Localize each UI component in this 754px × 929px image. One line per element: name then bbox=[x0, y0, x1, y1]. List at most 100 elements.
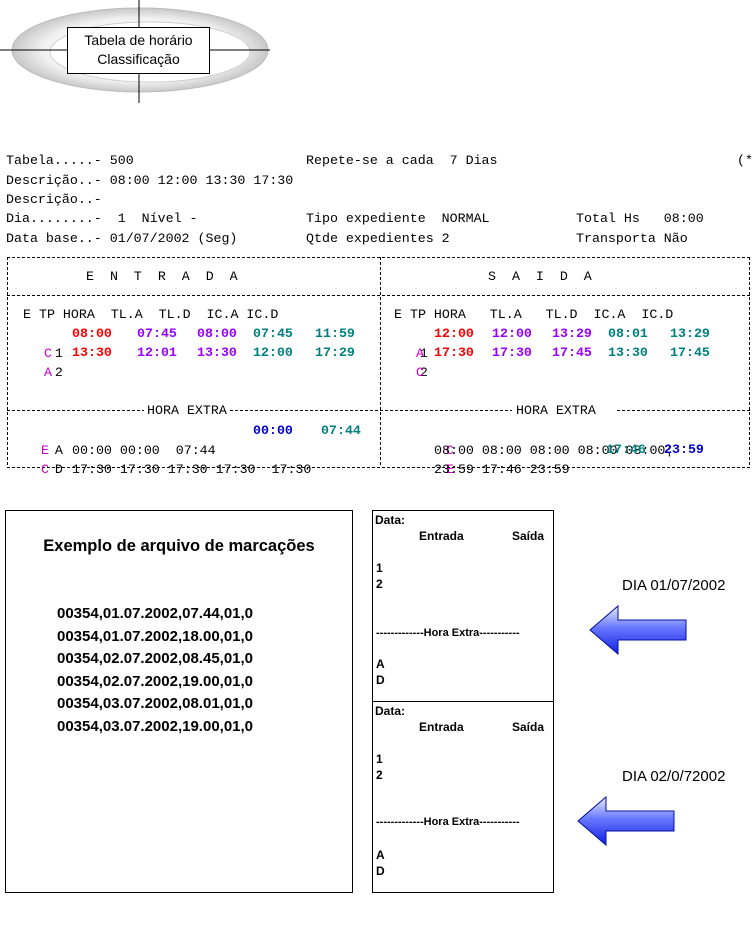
day-card-row-1: 1 bbox=[376, 561, 383, 575]
example-line: 00354,02.07.2002,19.00,01,0 bbox=[57, 672, 254, 690]
saida-tla: 17:30 bbox=[492, 345, 532, 360]
day-card-d: D bbox=[376, 673, 385, 687]
hora-extra-values: 17:30 17:30 17:30 17:30 17:30 bbox=[72, 461, 312, 477]
saida-tp: C bbox=[416, 364, 424, 380]
entrada-row: 2 A 13:30 12:01 13:30 12:00 17:29 bbox=[23, 343, 355, 402]
entrada-title: E N T R A D A bbox=[86, 269, 238, 284]
hora-extra-value-bold: 07:44 bbox=[321, 423, 361, 438]
saida-icd: 13:29 bbox=[670, 326, 710, 341]
callout-day-1: DIA 01/07/2002 bbox=[622, 577, 726, 594]
entrada-icd: 17:29 bbox=[315, 345, 355, 360]
entrada-tla: 07:45 bbox=[137, 326, 177, 341]
left-arrow-icon bbox=[589, 604, 687, 656]
callout-day-2: DIA 02/0/72002 bbox=[622, 768, 726, 785]
entrada-tp: C bbox=[44, 345, 52, 361]
example-line: 00354,02.07.2002,08.45,01,0 bbox=[57, 650, 254, 667]
saida-hora: 12:00 bbox=[434, 326, 474, 341]
day-card-a: A bbox=[376, 657, 385, 671]
hora-extra-values: 08:00 08:00 08:00 08:00 08:00¦ bbox=[434, 442, 674, 458]
saida-tla: 12:00 bbox=[492, 326, 532, 341]
day-card-hora-extra: -------------Hora Extra----------- bbox=[376, 816, 520, 828]
day-card-saida: Saída bbox=[512, 720, 545, 734]
day-card-entrada: Entrada bbox=[419, 720, 464, 734]
day-card: Data: Entrada Saída 1 2 -------------Hor… bbox=[372, 701, 554, 893]
logo-title-line2: Classificação bbox=[97, 51, 180, 67]
entrada-tla: 12:01 bbox=[137, 345, 177, 360]
header-line-4a: Dia........- 1 Nível - bbox=[6, 211, 198, 226]
example-lines: 00354,01.07.2002,07.44,01,0 00354,01.07.… bbox=[57, 603, 253, 738]
saida-ica: 13:30 bbox=[608, 345, 648, 360]
day-card: Data: Entrada Saída 1 2 -------------Hor… bbox=[372, 510, 554, 702]
hora-extra-tp: C bbox=[41, 461, 49, 477]
saida-icd: 17:45 bbox=[670, 345, 710, 360]
entrada-tp: A bbox=[44, 364, 52, 380]
hora-extra-row: D C 17:30 17:30 17:30 17:30 17:30 bbox=[23, 440, 311, 499]
hora-extra-row: A E 00:00 00:00 07:44 00:00 07:44 bbox=[23, 421, 361, 480]
entrada-tld: 13:30 bbox=[197, 345, 237, 360]
saida-e: 1 bbox=[419, 345, 428, 361]
saida-tld: 17:45 bbox=[552, 345, 592, 360]
hora-extra-tp: C bbox=[445, 442, 454, 458]
hora-extra-label-right: HORA EXTRA bbox=[515, 401, 597, 421]
day-card-entrada: Entrada bbox=[419, 529, 464, 543]
example-file-box: Exemplo de arquivo de marcações 00354,01… bbox=[5, 510, 353, 893]
entrada-row: 1 C 08:00 07:45 08:00 07:45 11:59 bbox=[23, 324, 355, 383]
grid-frame bbox=[7, 257, 750, 468]
day-card-row-2: 2 bbox=[376, 577, 383, 591]
hora-extra-row-right: E 23:59 17:46 23:59 17:46 23:59 bbox=[414, 440, 704, 499]
entrada-e: 1 bbox=[54, 345, 63, 361]
example-line: 00354,01.07.2002,18.00,01,0 bbox=[57, 627, 254, 645]
saida-e: 2 bbox=[419, 364, 428, 380]
example-line: 00354,01.07.2002,07.44,01,0 bbox=[57, 605, 254, 622]
header-line-3: Descrição..- bbox=[6, 192, 102, 207]
hora-extra-e: D bbox=[54, 461, 63, 477]
left-arrow-icon bbox=[577, 795, 675, 847]
saida-hora: 17:30 bbox=[434, 345, 474, 360]
hora-extra-tp: E bbox=[41, 442, 49, 458]
hora-extra-tp: E bbox=[445, 461, 454, 477]
hora-extra-value-bold: 00:00 bbox=[253, 423, 293, 438]
hora-extra-values: 23:59 17:46 23:59 bbox=[434, 461, 570, 477]
day-card-hora-extra: -------------Hora Extra----------- bbox=[376, 627, 520, 639]
hora-extra-row-right: C 08:00 08:00 08:00 08:00 08:00¦ bbox=[414, 421, 673, 480]
header-line-2: Descrição..- 08:00 12:00 13:30 17:30 bbox=[6, 173, 294, 188]
day-card-row-1: 1 bbox=[376, 752, 383, 766]
hora-extra-e: A bbox=[54, 442, 63, 458]
header-line-4b: Tipo expediente NORMAL bbox=[306, 211, 490, 226]
entrada-ica: 07:45 bbox=[253, 326, 293, 341]
header-line-5a: Data base..- 01/07/2002 (Seg) bbox=[6, 231, 238, 246]
entrada-e: 2 bbox=[54, 364, 63, 380]
saida-tld: 13:29 bbox=[552, 326, 592, 341]
day-card-saida: Saída bbox=[512, 529, 545, 543]
saida-tp: A bbox=[416, 345, 424, 361]
header-line-5b: Qtde expedientes 2 bbox=[306, 231, 450, 246]
saida-ica: 08:01 bbox=[608, 326, 648, 341]
day-card-data-label: Data: bbox=[375, 513, 406, 527]
saida-row: 2 C 17:30 17:30 17:45 13:30 17:45 bbox=[388, 343, 710, 402]
saida-title: S A I D A bbox=[488, 269, 592, 284]
hora-extra-values: 00:00 00:00 07:44 bbox=[72, 442, 216, 458]
entrada-ica: 12:00 bbox=[253, 345, 293, 360]
hora-extra-label-left: HORA EXTRA bbox=[146, 401, 228, 421]
entrada-tld: 08:00 bbox=[197, 326, 237, 341]
day-card-row-2: 2 bbox=[376, 768, 383, 782]
day-card-data-label: Data: bbox=[375, 704, 406, 718]
entrada-icd: 11:59 bbox=[315, 326, 355, 341]
example-line: 00354,03.07.2002,19.00,01,0 bbox=[57, 717, 254, 735]
entrada-column-headers: E TP HORA TL.A TL.D IC.A IC.D bbox=[23, 307, 279, 322]
header-line-1a: Tabela.....- 500 bbox=[6, 153, 134, 168]
example-line: 00354,03.07.2002,08.01,01,0 bbox=[57, 695, 254, 712]
day-card-a: A bbox=[376, 848, 385, 862]
header-line-5c: Transporta Não bbox=[576, 231, 688, 246]
saida-row: 1 A 12:00 12:00 13:29 08:01 13:29 bbox=[388, 324, 710, 383]
example-title: Exemplo de arquivo de marcações bbox=[43, 537, 315, 555]
logo-title-box: Tabela de horário Classificação bbox=[67, 27, 210, 74]
entrada-hora: 08:00 bbox=[72, 326, 112, 341]
hora-extra-value-bold: 17:46 bbox=[606, 442, 646, 457]
header-line-4c: Total Hs 08:00 bbox=[576, 211, 704, 226]
hora-extra-value-bold: 23:59 bbox=[664, 442, 704, 457]
header-line-1b: Repete-se a cada 7 Dias bbox=[306, 153, 498, 168]
day-card-d: D bbox=[376, 864, 385, 878]
header-line-1c: (* bbox=[737, 153, 753, 168]
saida-column-headers: E TP HORA TL.A TL.D IC.A IC.D bbox=[394, 307, 674, 322]
